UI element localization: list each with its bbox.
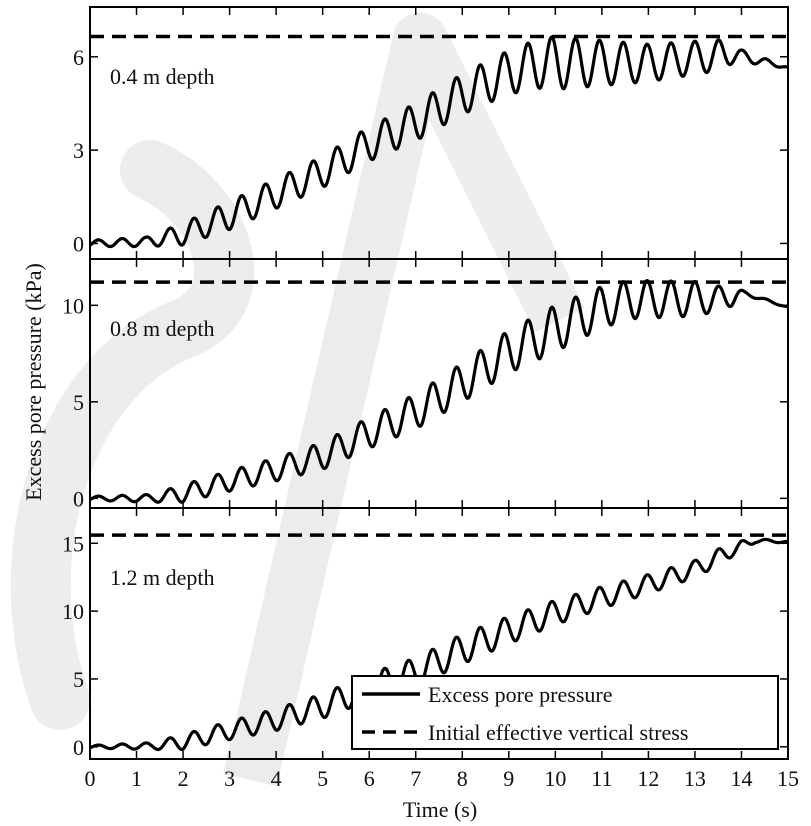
x-tick-label: 1	[131, 766, 142, 791]
x-tick-label: 11	[591, 766, 612, 791]
y-tick-label: 15	[62, 531, 84, 556]
y-tick-label: 3	[73, 138, 84, 163]
x-tick-labels: 0 1 2 3 4 5 6 7 8 9 10 11 12 13 14 15	[85, 766, 800, 791]
x-tick-label: 12	[637, 766, 659, 791]
x-tick-label: 5	[317, 766, 328, 791]
y-tick-label: 0	[73, 231, 84, 256]
y-tick-label: 0	[73, 486, 84, 511]
legend: Excess pore pressure Initial effective v…	[351, 675, 779, 750]
panel-2: 0 5 10 0.8 m depth	[62, 258, 790, 511]
y-tick-label: 5	[73, 390, 84, 415]
x-tick-label: 8	[457, 766, 468, 791]
y-tick-label: 10	[62, 293, 84, 318]
x-tick-label: 0	[85, 766, 96, 791]
panel-depth-label: 1.2 m depth	[110, 565, 215, 590]
y-tick-label: 5	[73, 667, 84, 692]
x-axis-title: Time (s)	[403, 797, 477, 822]
y-axis-title: Excess pore pressure (kPa)	[21, 263, 46, 501]
x-tick-label: 3	[224, 766, 235, 791]
x-tick-label: 6	[364, 766, 375, 791]
excess-pore-pressure-series	[88, 537, 790, 752]
x-tick-label: 14	[730, 766, 752, 791]
panel-3: 0 5 10 15 1.2 m depth	[62, 507, 790, 760]
x-tick-label: 13	[684, 766, 706, 791]
y-tick-label: 10	[62, 599, 84, 624]
legend-label-initial-effective-vertical-stress: Initial effective vertical stress	[428, 720, 688, 745]
watermark	[10, 12, 585, 787]
y-tick-label: 6	[73, 45, 84, 70]
excess-pore-pressure-series	[88, 278, 790, 504]
legend-box	[351, 675, 779, 750]
panel-depth-label: 0.4 m depth	[110, 64, 215, 89]
x-tick-label: 7	[410, 766, 421, 791]
excess-pore-pressure-series	[88, 35, 790, 249]
y-tick-label: 0	[73, 735, 84, 760]
panel-frame	[89, 507, 789, 760]
panels: 0 3 6 0.4 m depth 0 5 10 0.8 m depth 0 5 10 15 1.2 m…	[62, 6, 790, 760]
x-tick-label: 4	[271, 766, 282, 791]
x-tick-label: 10	[544, 766, 566, 791]
panel-depth-label: 0.8 m depth	[110, 316, 215, 341]
x-tick-label: 9	[503, 766, 514, 791]
x-tick-label: 2	[178, 766, 189, 791]
legend-label-excess-pore-pressure: Excess pore pressure	[428, 682, 613, 707]
x-tick-label: 15	[777, 766, 799, 791]
